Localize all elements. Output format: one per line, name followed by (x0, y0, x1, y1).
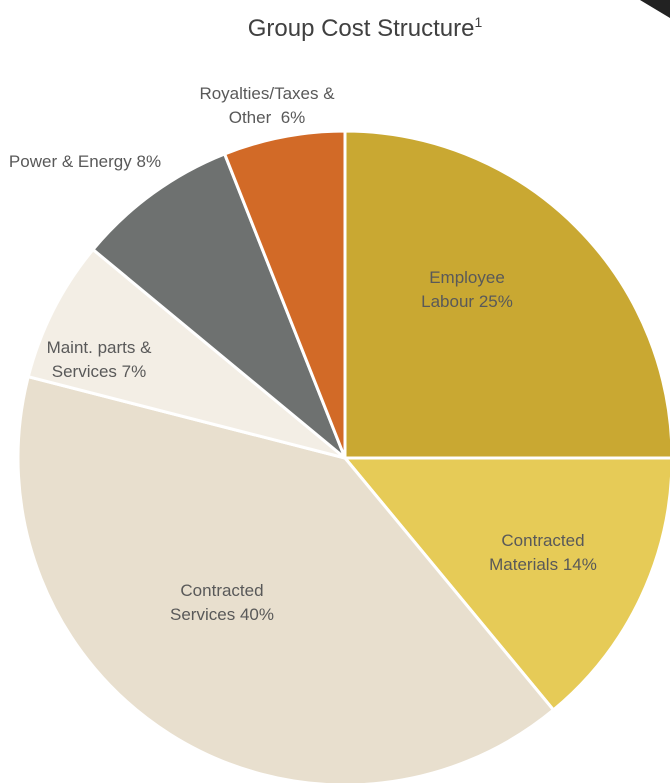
chart-title: Group Cost Structure1 (0, 14, 670, 43)
value-label: 7% (121, 362, 147, 381)
title-note: 1 (474, 14, 483, 30)
pie-slice (343, 129, 670, 460)
category-name: Contracted Services (170, 581, 264, 624)
corner-decoration (640, 0, 670, 18)
pie-slice (90, 152, 347, 460)
value-label: 14% (562, 555, 597, 574)
slice-label: Contracted Materials 14% (473, 529, 613, 577)
slice-label: Royalties/Taxes & Other 6% (180, 82, 355, 130)
pie-slice (341, 456, 670, 713)
pie-slice (26, 247, 346, 460)
category-name: Maint. parts & Services (46, 338, 152, 381)
category-name: Employee Labour (421, 268, 505, 311)
category-name: Royalties/Taxes & Other (199, 84, 335, 127)
value-label: 6% (280, 108, 306, 127)
pie-slice (16, 374, 556, 783)
slice-label: Power & Energy 8% (0, 150, 170, 174)
value-label: 8% (136, 152, 162, 171)
pie-slice (222, 129, 347, 459)
category-name: Power & Energy (8, 152, 132, 171)
slice-label: Employee Labour 25% (402, 266, 532, 314)
slice-label: Maint. parts & Services 7% (24, 336, 174, 384)
value-label: 25% (478, 292, 513, 311)
category-name: Contracted Materials (489, 531, 585, 574)
slice-label: Contracted Services 40% (157, 579, 287, 627)
value-label: 40% (239, 605, 274, 624)
title-text: Group Cost Structure (247, 15, 475, 42)
